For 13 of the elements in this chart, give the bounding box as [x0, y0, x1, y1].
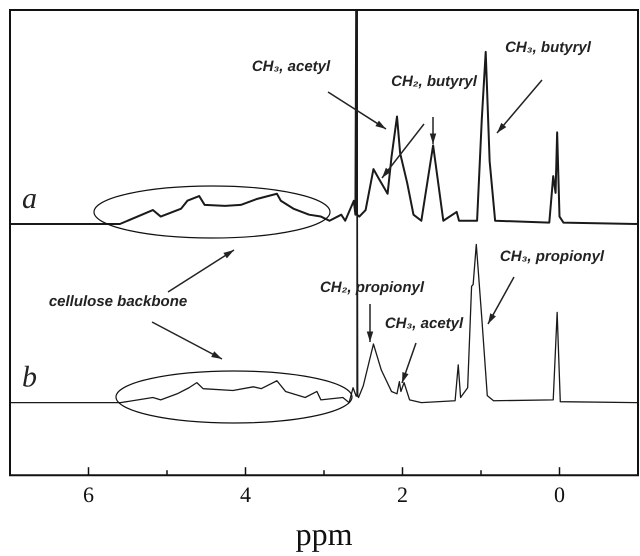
x-tick-label: 0 [554, 482, 565, 508]
x-tick-label: 4 [240, 482, 251, 508]
annotation: CH₃, acetyl [384, 315, 464, 332]
series-label: a [22, 182, 37, 215]
annotation: CH₂, butyryl [391, 73, 478, 90]
x-axis-title: ppm [296, 516, 353, 552]
annotation: cellulose backbone [48, 293, 188, 310]
x-tick-label: 6 [83, 482, 94, 508]
x-tick-label: 2 [397, 482, 408, 508]
annotation: CH₃, butyryl [505, 39, 592, 56]
annotation: CH₃, propionyl [500, 248, 605, 266]
annotation: CH₃, acetyl [252, 58, 332, 76]
series-label: b [22, 360, 37, 394]
